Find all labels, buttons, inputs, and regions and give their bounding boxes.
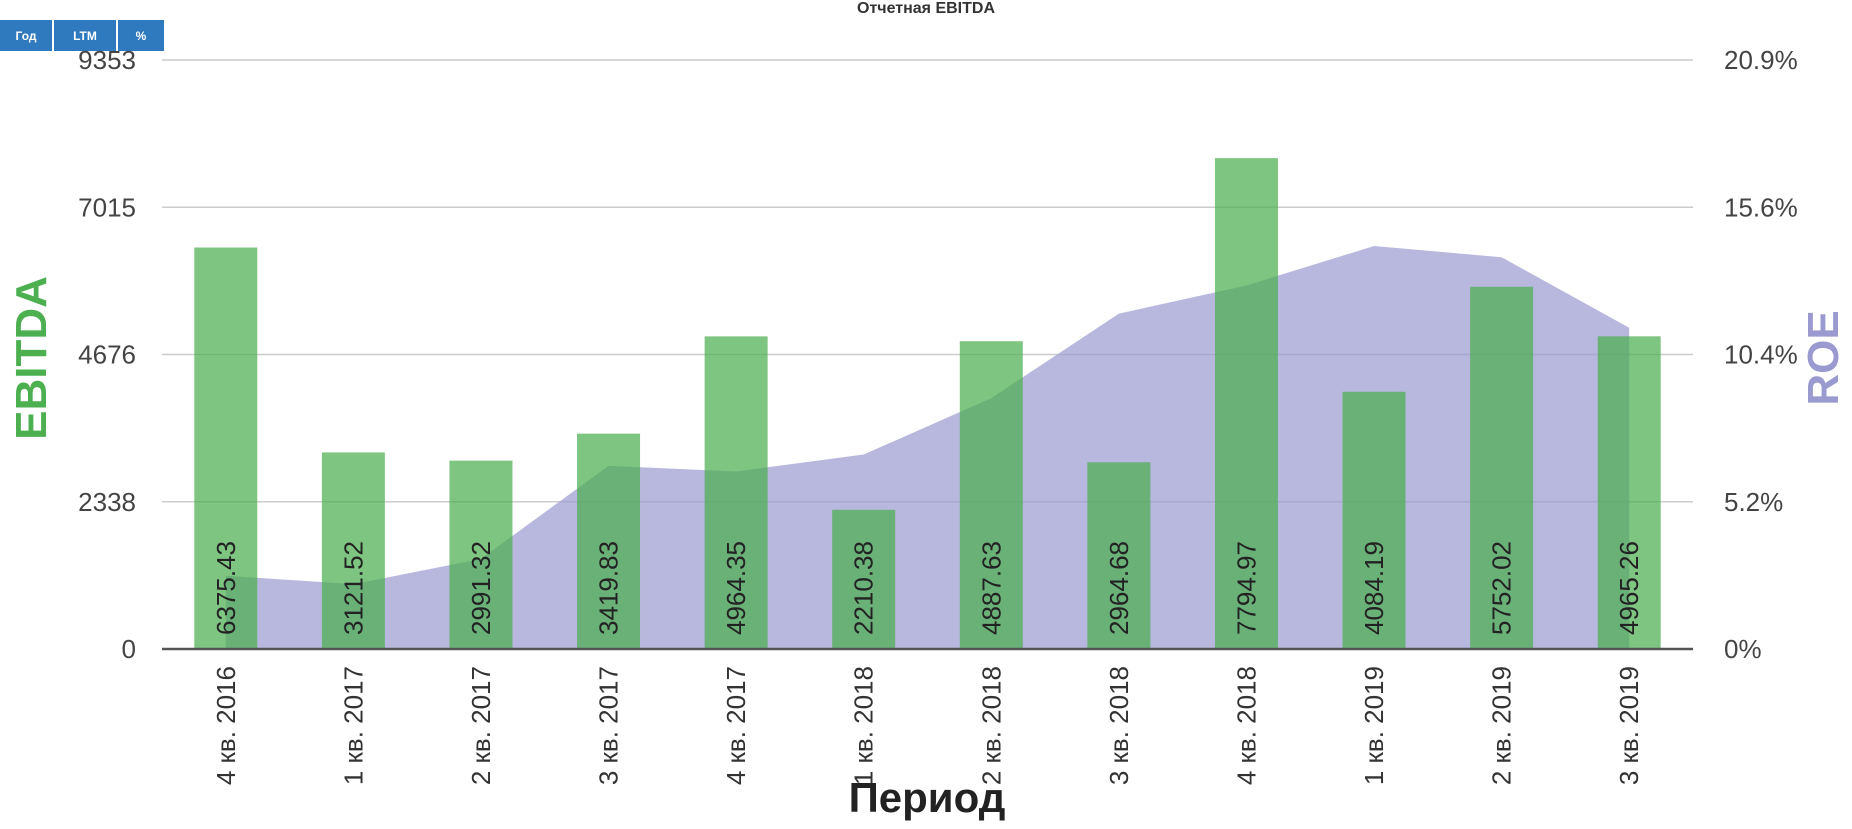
y-axis-title-right: ROE	[1799, 310, 1848, 405]
ebitda-bar[interactable]	[577, 433, 641, 649]
ebitda-bar[interactable]	[1470, 286, 1534, 649]
bar-data-label: 4084.19	[1359, 541, 1389, 635]
x-category-label: 4 кв. 2016	[211, 666, 241, 785]
bar-data-label: 4964.35	[721, 541, 751, 635]
ebitda-bar[interactable]	[1214, 158, 1278, 649]
x-category-label: 1 кв. 2019	[1359, 666, 1389, 785]
y-tick-label-right: 5.2%	[1724, 487, 1783, 517]
y-tick-label-left: 7015	[78, 192, 136, 222]
ebitda-bar[interactable]	[321, 452, 385, 649]
x-category-label: 3 кв. 2018	[1104, 666, 1134, 785]
y-tick-label-right: 0%	[1724, 634, 1762, 664]
y-tick-label-left: 2338	[78, 487, 136, 517]
ebitda-bar[interactable]	[1342, 391, 1406, 649]
bar-data-label: 6375.43	[211, 541, 241, 635]
year-button[interactable]: Год	[0, 20, 52, 51]
axes: 0 0% 2338 5.2% 4676 10.4% 7015 15.6% 9353 20.9% 4 …	[78, 45, 1798, 785]
y-axis-title-left: EBITDA	[7, 276, 56, 440]
x-category-label: 2 кв. 2017	[466, 666, 496, 785]
x-category-label: 1 кв. 2017	[338, 666, 368, 785]
ebitda-bar[interactable]	[449, 460, 513, 649]
ltm-button[interactable]: LTM	[54, 20, 116, 51]
bar-data-label: 2991.32	[466, 541, 496, 635]
percent-button[interactable]: %	[118, 20, 164, 51]
bar-data-label: 2964.68	[1104, 541, 1134, 635]
bar-data-label: 3419.83	[594, 541, 624, 635]
y-tick-label-right: 10.4%	[1724, 340, 1798, 370]
x-category-label: 1 кв. 2018	[849, 666, 879, 785]
ebitda-bar[interactable]	[832, 509, 896, 649]
ebitda-bar[interactable]	[1597, 336, 1661, 649]
bar-data-label: 3121.52	[338, 541, 368, 635]
y-tick-label-right: 20.9%	[1724, 45, 1798, 75]
ebitda-bar[interactable]	[1087, 462, 1151, 649]
x-category-label: 4 кв. 2017	[721, 666, 751, 785]
x-category-label: 2 кв. 2019	[1487, 666, 1517, 785]
ebitda-bar-series: 6375.43 3121.52 2991.32 3419.83 4964.35 2210.…	[194, 158, 1661, 650]
x-category-label: 2 кв. 2018	[976, 666, 1006, 785]
x-category-label: 4 кв. 2018	[1231, 666, 1261, 785]
y-tick-label-left: 9353	[78, 45, 136, 75]
bar-data-label: 4887.63	[976, 541, 1006, 635]
bar-data-label: 2210.38	[849, 541, 879, 635]
x-axis-title: Период	[849, 774, 1006, 821]
chart-title: Отчетная EBITDA	[857, 0, 995, 17]
bar-data-label: 7794.97	[1231, 541, 1261, 635]
y-tick-label-right: 15.6%	[1724, 192, 1798, 222]
ebitda-bar[interactable]	[194, 247, 258, 650]
period-toolbar: Год LTM %	[0, 20, 164, 51]
roe-area	[225, 246, 1630, 649]
roe-area-series	[225, 246, 1630, 649]
x-category-label: 3 кв. 2019	[1614, 666, 1644, 785]
y-tick-label-left: 4676	[78, 340, 136, 370]
ebitda-bar[interactable]	[959, 341, 1023, 649]
y-tick-label-left: 0	[122, 634, 136, 664]
x-category-label: 3 кв. 2017	[594, 666, 624, 785]
bar-data-label: 5752.02	[1487, 541, 1517, 635]
ebitda-bar[interactable]	[704, 336, 768, 649]
bar-data-label: 4965.26	[1614, 541, 1644, 635]
